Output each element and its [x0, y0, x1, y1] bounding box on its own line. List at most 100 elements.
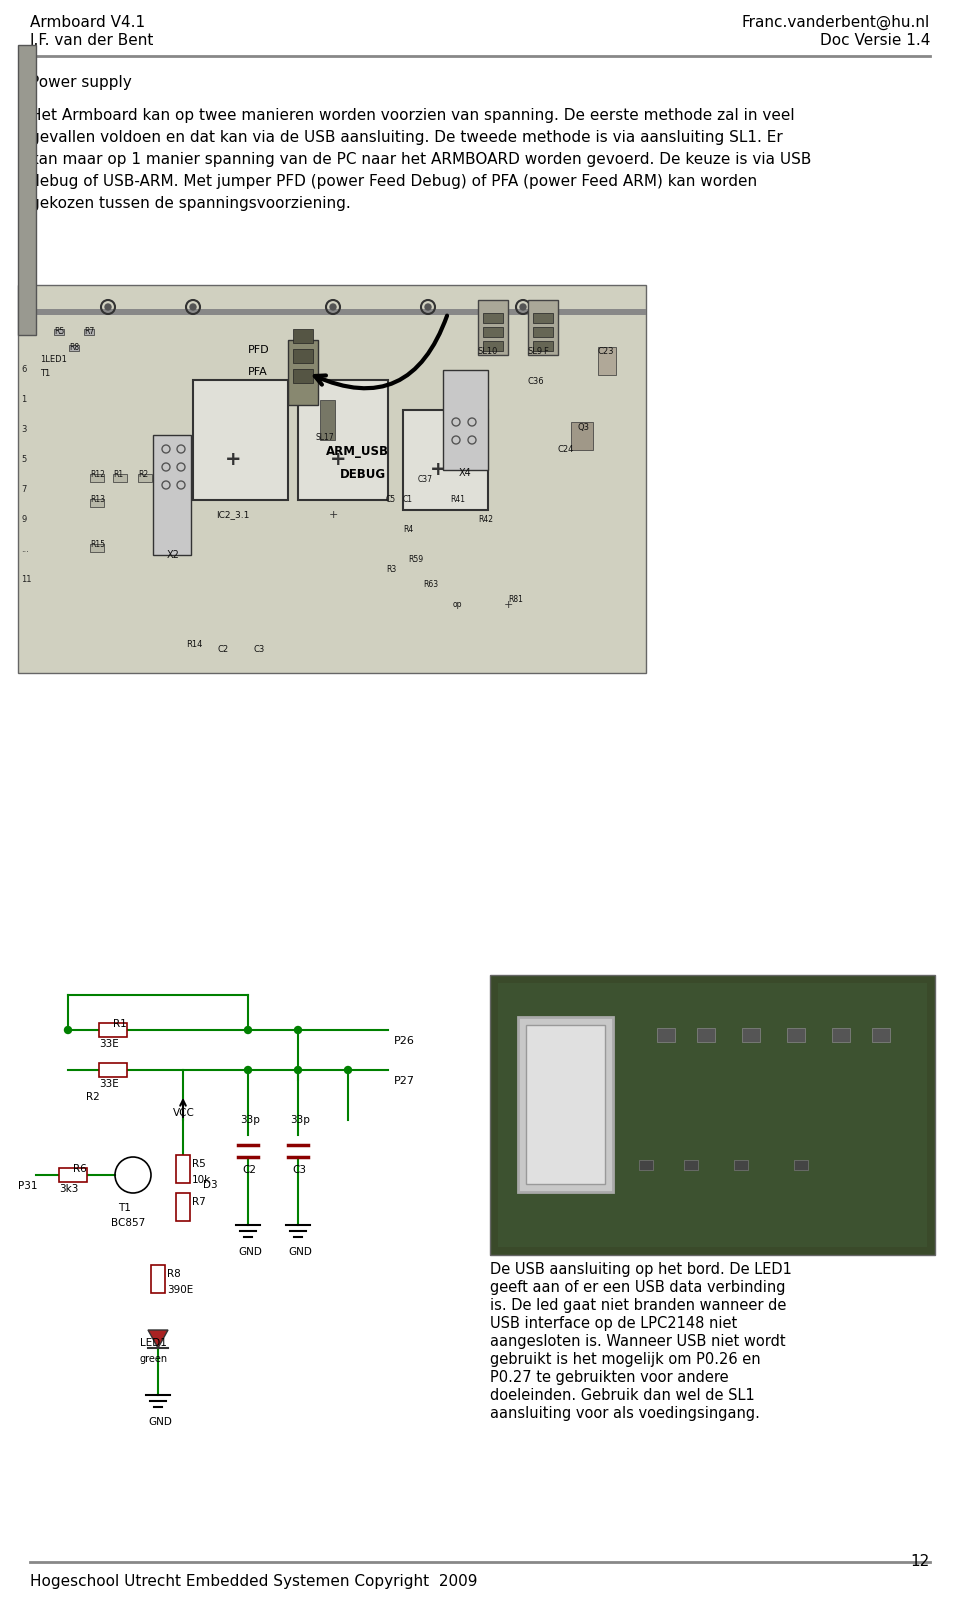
- Text: R12: R12: [90, 470, 105, 479]
- Text: C5: C5: [386, 495, 396, 505]
- Text: SL9: SL9: [528, 347, 543, 356]
- FancyBboxPatch shape: [99, 1024, 127, 1036]
- Text: gekozen tussen de spanningsvoorziening.: gekozen tussen de spanningsvoorziening.: [30, 196, 350, 211]
- Text: R14: R14: [186, 640, 203, 648]
- Bar: [113, 474, 127, 482]
- Bar: [498, 984, 927, 1247]
- Bar: [90, 474, 104, 482]
- Text: Franc.vanderbent@hu.nl: Franc.vanderbent@hu.nl: [742, 14, 930, 30]
- FancyBboxPatch shape: [59, 1167, 87, 1182]
- Bar: [54, 329, 64, 335]
- Text: USB interface op de LPC2148 niet: USB interface op de LPC2148 niet: [490, 1316, 737, 1330]
- Text: 1LED1: 1LED1: [40, 355, 67, 364]
- Bar: [533, 313, 553, 323]
- Circle shape: [425, 303, 431, 310]
- Text: LED1: LED1: [140, 1338, 167, 1348]
- FancyBboxPatch shape: [176, 1155, 190, 1183]
- Text: Q3: Q3: [578, 423, 590, 433]
- Text: C23: C23: [598, 347, 614, 356]
- Text: R5: R5: [54, 327, 64, 335]
- Text: 33p: 33p: [240, 1115, 260, 1124]
- Text: aangesloten is. Wanneer USB niet wordt: aangesloten is. Wanneer USB niet wordt: [490, 1333, 785, 1349]
- Text: C24: C24: [558, 446, 574, 454]
- Text: 5: 5: [21, 455, 26, 465]
- Text: 11: 11: [21, 575, 32, 585]
- Polygon shape: [148, 1330, 168, 1348]
- Text: R1: R1: [113, 470, 123, 479]
- Text: 7: 7: [21, 485, 26, 493]
- Text: R8: R8: [69, 343, 79, 351]
- Circle shape: [520, 303, 526, 310]
- Circle shape: [330, 303, 336, 310]
- Text: J.F. van der Bent: J.F. van der Bent: [30, 34, 155, 48]
- Bar: [293, 350, 313, 363]
- Text: R8: R8: [167, 1270, 180, 1279]
- Text: +: +: [329, 450, 347, 470]
- Text: C2: C2: [218, 645, 229, 655]
- Text: geeft aan of er een USB data verbinding: geeft aan of er een USB data verbinding: [490, 1281, 785, 1295]
- Text: aansluiting voor als voedingsingang.: aansluiting voor als voedingsingang.: [490, 1405, 760, 1421]
- Text: 33p: 33p: [290, 1115, 310, 1124]
- Text: kan maar op 1 manier spanning van de PC naar het ARMBOARD worden gevoerd. De keu: kan maar op 1 manier spanning van de PC …: [30, 152, 811, 168]
- Bar: [153, 434, 191, 556]
- Text: R63: R63: [423, 580, 438, 589]
- Text: C36: C36: [528, 377, 544, 386]
- Text: C3: C3: [292, 1164, 306, 1175]
- Text: P0.27 te gebruikten voor andere: P0.27 te gebruikten voor andere: [490, 1370, 729, 1385]
- FancyArrowPatch shape: [315, 316, 447, 388]
- Bar: [483, 313, 503, 323]
- Text: R59: R59: [408, 556, 423, 564]
- Text: R1: R1: [113, 1019, 127, 1028]
- Text: Power supply: Power supply: [30, 75, 132, 89]
- Circle shape: [245, 1067, 252, 1073]
- FancyBboxPatch shape: [99, 1064, 127, 1076]
- Bar: [443, 371, 488, 470]
- Bar: [293, 369, 313, 383]
- Bar: [526, 1025, 605, 1183]
- Text: C3: C3: [253, 645, 264, 655]
- Bar: [90, 498, 104, 506]
- Text: SL10: SL10: [478, 347, 498, 356]
- Text: PFD: PFD: [248, 345, 270, 355]
- Bar: [490, 976, 935, 1255]
- Circle shape: [105, 303, 111, 310]
- Bar: [598, 347, 616, 375]
- Text: gevallen voldoen en dat kan via de USB aansluiting. De tweede methode is via aan: gevallen voldoen en dat kan via de USB a…: [30, 129, 782, 145]
- Text: T1: T1: [40, 369, 50, 378]
- Text: 3: 3: [21, 425, 26, 434]
- Bar: [193, 380, 288, 500]
- Text: R81: R81: [508, 596, 523, 604]
- Text: 6: 6: [21, 366, 26, 374]
- Text: R13: R13: [90, 495, 105, 505]
- Text: +: +: [225, 450, 241, 470]
- Text: 1: 1: [21, 394, 26, 404]
- Text: X2: X2: [167, 549, 180, 561]
- Bar: [657, 1028, 675, 1041]
- Text: Doc Versie 1.4: Doc Versie 1.4: [820, 34, 930, 48]
- Bar: [84, 329, 94, 335]
- Text: SL17: SL17: [316, 433, 335, 442]
- Bar: [832, 1028, 850, 1041]
- Text: De USB aansluiting op het bord. De LED1: De USB aansluiting op het bord. De LED1: [490, 1262, 792, 1278]
- Text: 3k3: 3k3: [59, 1183, 79, 1195]
- Text: Armboard V4.1: Armboard V4.1: [30, 14, 145, 30]
- Bar: [18, 308, 646, 315]
- Bar: [872, 1028, 890, 1041]
- Text: Hogeschool Utrecht Embedded Systemen Copyright  2009: Hogeschool Utrecht Embedded Systemen Cop…: [30, 1575, 477, 1589]
- Text: R7: R7: [84, 327, 94, 335]
- Text: R2: R2: [138, 470, 148, 479]
- FancyBboxPatch shape: [151, 1265, 165, 1294]
- Text: DEBUG: DEBUG: [340, 468, 386, 481]
- Text: +: +: [328, 509, 338, 521]
- Bar: [794, 1159, 808, 1171]
- Text: +: +: [430, 460, 446, 479]
- Text: P31: P31: [18, 1182, 37, 1191]
- Circle shape: [345, 1067, 351, 1073]
- Text: BC857: BC857: [111, 1219, 145, 1228]
- Text: R6: R6: [73, 1164, 86, 1174]
- Text: GND: GND: [238, 1247, 262, 1257]
- Bar: [734, 1159, 748, 1171]
- Bar: [684, 1159, 698, 1171]
- Bar: [293, 329, 313, 343]
- Bar: [18, 284, 646, 672]
